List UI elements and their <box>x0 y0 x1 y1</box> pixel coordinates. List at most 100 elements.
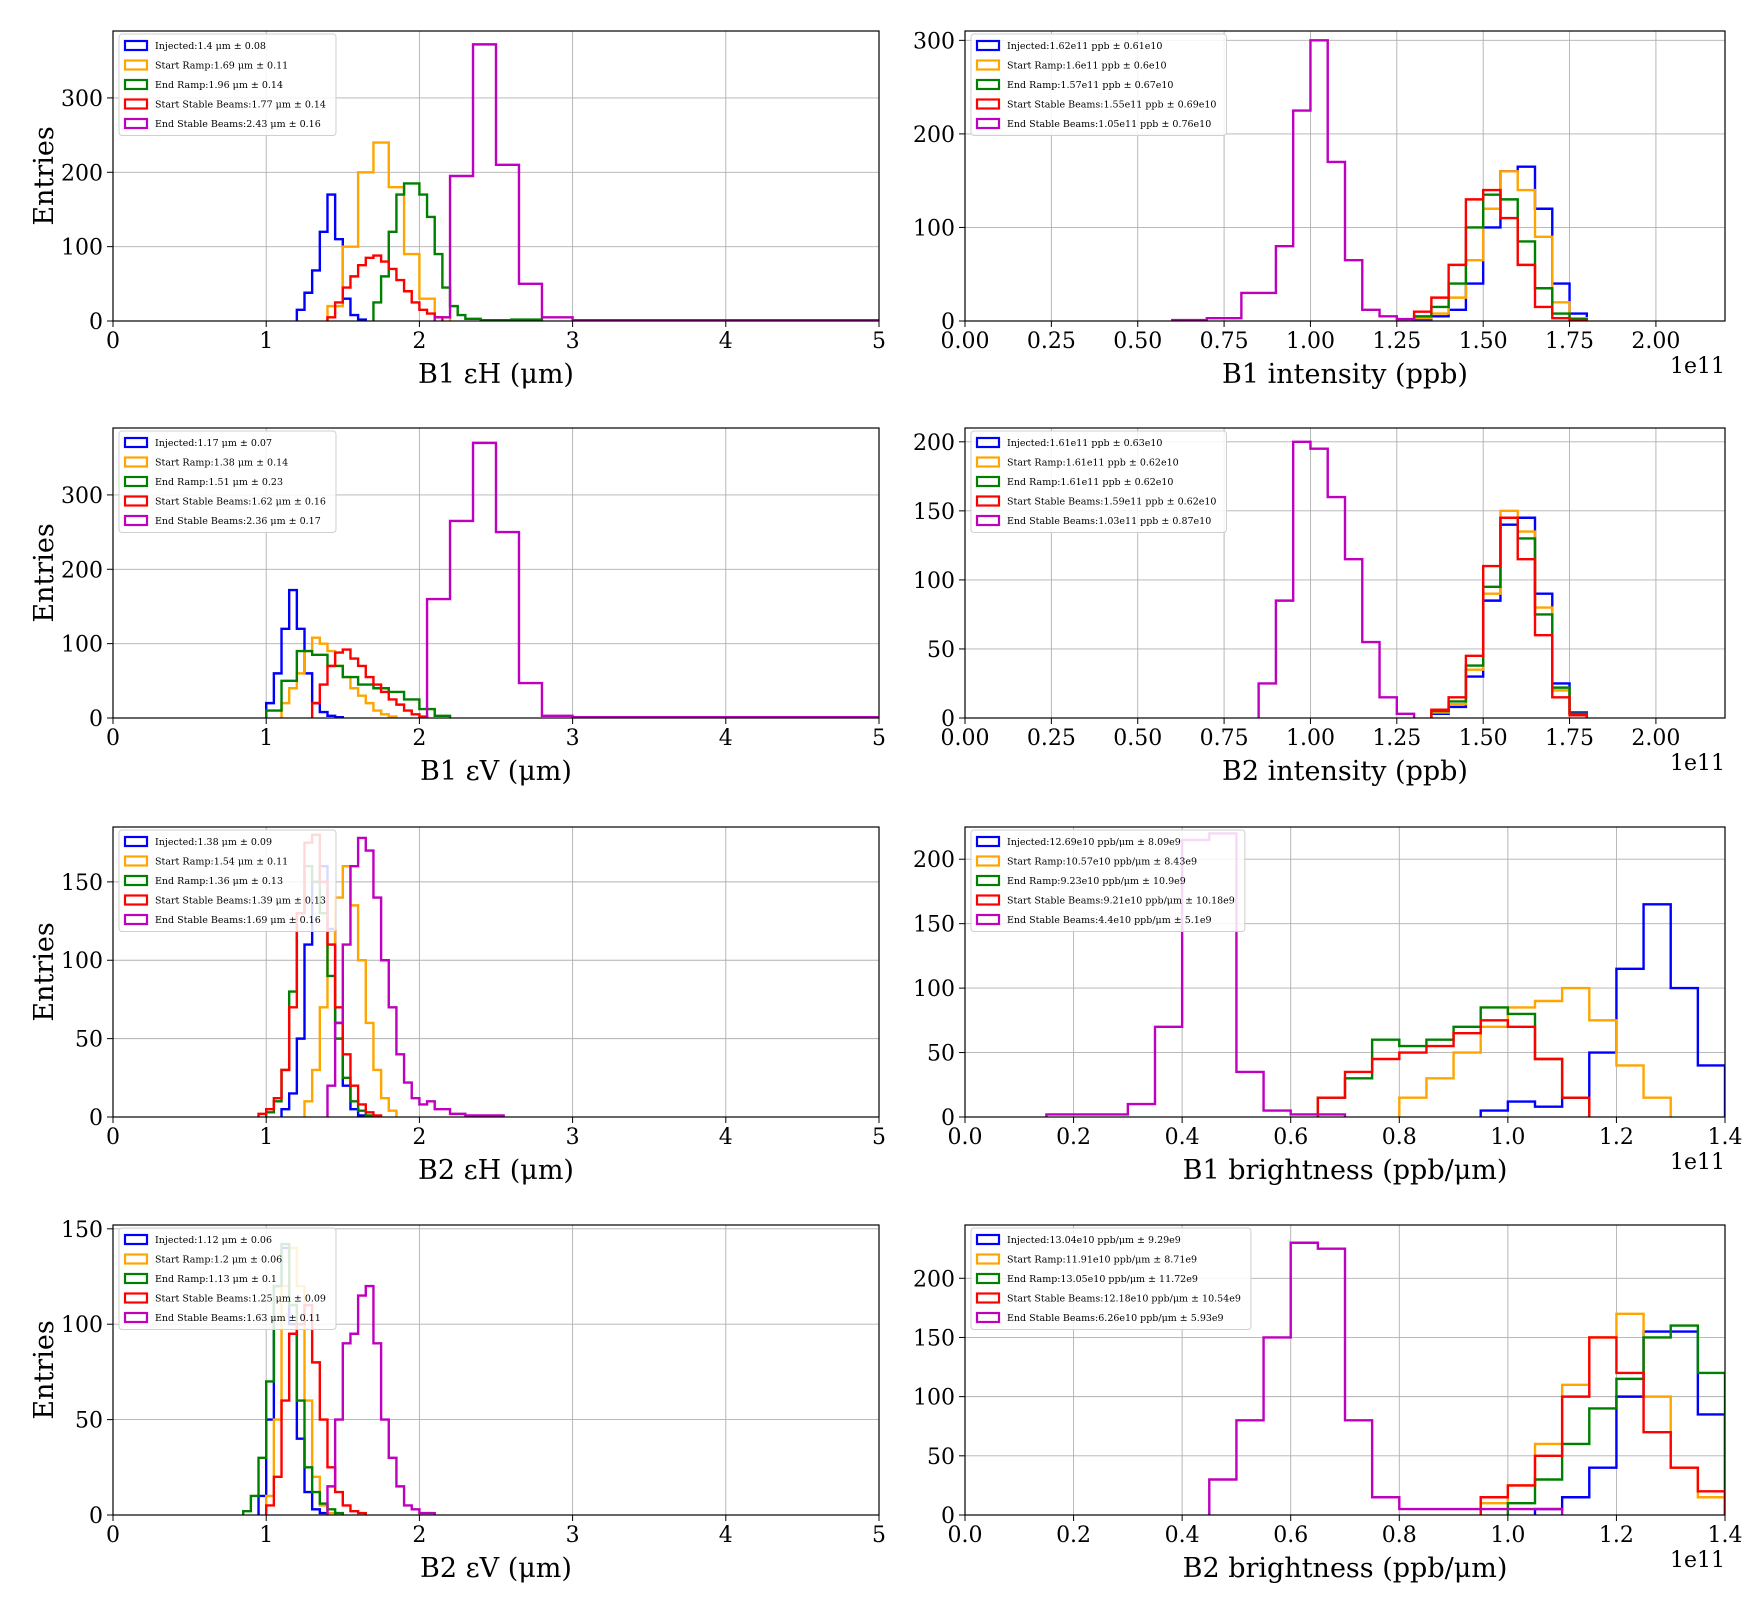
legend-swatch <box>975 1233 1001 1246</box>
hist-start-stable-beams <box>1412 188 1589 321</box>
x-tick-label: 1.00 <box>1286 329 1335 354</box>
legend-entry: End Stable Beams:1.03e11 ppb ± 0.87e10 <box>1007 516 1211 527</box>
x-tick-label: 0.8 <box>1382 1125 1417 1150</box>
legend-entry: Injected:1.61e11 ppb ± 0.63e10 <box>1007 438 1162 449</box>
y-tick-label: 200 <box>913 431 955 456</box>
legend-entry: End Stable Beams:1.05e11 ppb ± 0.76e10 <box>1007 119 1211 130</box>
legend-box <box>970 1227 1252 1330</box>
legend-swatch <box>975 39 1001 52</box>
hist-start-ramp <box>280 636 398 718</box>
legend-swatch <box>975 835 1001 848</box>
axis-offset-label: 1e11 <box>1670 1548 1725 1573</box>
legend: Injected:1.38 μm ± 0.09 Start Ramp:1.54 μ… <box>118 829 337 932</box>
x-tick-label: 2 <box>412 1125 426 1150</box>
legend-entry: Start Ramp:10.57e10 ppb/μm ± 8.43e9 <box>1007 857 1197 868</box>
legend-entry: End Ramp:9.23e10 ppb/μm ± 10.9e9 <box>1007 876 1186 887</box>
chart-panel-3: 0 1 2 3 4 5 0 100 200 300 B1 εV (μm) Entries Injecte… <box>29 427 886 787</box>
y-tick-label: 0 <box>89 707 103 732</box>
y-tick-label: 50 <box>927 1445 955 1470</box>
hist-end-ramp <box>1430 516 1589 718</box>
legend-entry: Start Ramp:1.69 μm ± 0.11 <box>155 61 288 72</box>
axes-frame <box>112 30 880 322</box>
x-tick-label: 1.0 <box>1490 1125 1525 1150</box>
legend-box <box>970 33 1227 136</box>
x-axis-label: B2 εV (μm) <box>420 1553 572 1584</box>
legend-entry: Start Ramp:1.54 μm ± 0.11 <box>155 857 288 868</box>
legend-swatch <box>123 475 149 488</box>
y-axis-label: Entries <box>29 1320 60 1419</box>
legend-swatch <box>123 1233 149 1246</box>
x-tick-label: 0.2 <box>1056 1523 1091 1548</box>
hist-start-ramp <box>1430 509 1589 718</box>
legend-swatch <box>123 913 149 926</box>
x-tick-label: 1.25 <box>1372 726 1421 751</box>
y-tick-label: 100 <box>913 216 955 241</box>
x-tick-label: 0.25 <box>1027 329 1076 354</box>
axes-frame <box>112 1224 880 1516</box>
x-tick-label: 2 <box>412 726 426 751</box>
legend-swatch <box>123 495 149 507</box>
y-tick-label: 300 <box>61 484 103 509</box>
x-tick-label: 4 <box>719 329 733 354</box>
x-tick-label: 1.50 <box>1459 329 1508 354</box>
legend-box <box>970 829 1246 932</box>
y-axis-label: Entries <box>29 922 60 1021</box>
y-tick-label: 150 <box>913 500 955 525</box>
legend-swatch <box>975 78 1001 91</box>
y-tick-label: 200 <box>913 123 955 148</box>
x-tick-label: 0.8 <box>1382 1523 1417 1548</box>
x-axis-label: B1 εV (μm) <box>420 756 572 787</box>
y-tick-label: 0 <box>941 310 955 335</box>
legend-entry: End Stable Beams:1.69 μm ± 0.16 <box>155 915 321 926</box>
legend: Injected:1.62e11 ppb ± 0.61e10 Start Ramp… <box>970 33 1227 136</box>
x-tick-label: 0.6 <box>1273 1125 1308 1150</box>
legend-swatch <box>123 1272 149 1285</box>
x-axis-label: B2 εH (μm) <box>418 1155 574 1186</box>
legend: Injected:1.12 μm ± 0.06 Start Ramp:1.2 μm… <box>118 1227 337 1330</box>
hist-start-stable-beams <box>1316 1019 1591 1117</box>
axes-frame <box>964 30 1726 322</box>
legend-box <box>970 430 1227 533</box>
x-tick-label: 2.00 <box>1631 329 1680 354</box>
x-axis-label: B1 intensity (ppb) <box>1222 359 1468 390</box>
legend-entry: End Ramp:1.61e11 ppb ± 0.62e10 <box>1007 477 1173 488</box>
legend-swatch <box>975 436 1001 449</box>
legend-entry: Start Stable Beams:1.77 μm ± 0.14 <box>155 100 326 111</box>
legend-entry: Start Stable Beams:1.62 μm ± 0.16 <box>155 497 326 508</box>
axes-frame <box>112 427 880 719</box>
legend-entry: Injected:1.17 μm ± 0.07 <box>155 438 272 449</box>
x-tick-label: 0.25 <box>1027 726 1076 751</box>
hist-end-stable-beams <box>1171 39 1416 321</box>
x-tick-label: 5 <box>872 1523 886 1548</box>
x-tick-label: 5 <box>872 329 886 354</box>
hist-injected <box>1479 903 1725 1117</box>
x-axis-label: B1 brightness (ppb/μm) <box>1183 1155 1508 1186</box>
x-tick-label: 0.75 <box>1200 329 1249 354</box>
y-tick-label: 0 <box>941 1106 955 1131</box>
legend-swatch <box>975 855 1001 867</box>
legend-entry: Start Ramp:1.38 μm ± 0.14 <box>155 458 288 469</box>
y-tick-label: 100 <box>913 977 955 1002</box>
legend-swatch <box>975 874 1001 887</box>
x-tick-label: 0.4 <box>1165 1523 1200 1548</box>
x-tick-label: 0.50 <box>1113 726 1162 751</box>
y-tick-label: 150 <box>61 1218 103 1243</box>
legend-swatch <box>975 456 1001 468</box>
hist-end-stable-beams <box>433 43 879 321</box>
legend-entry: Injected:1.12 μm ± 0.06 <box>155 1235 272 1246</box>
legend-box <box>118 33 337 136</box>
chart-panel-6: 0.0 0.2 0.4 0.6 0.8 1.0 1.2 1.4 0 50 100 150 200 B1 b… <box>913 826 1743 1186</box>
legend-entry: End Stable Beams:1.63 μm ± 0.11 <box>155 1313 321 1324</box>
legend-entry: End Ramp:1.13 μm ± 0.1 <box>155 1274 277 1285</box>
x-tick-label: 5 <box>872 726 886 751</box>
x-tick-label: 2 <box>412 329 426 354</box>
y-tick-label: 150 <box>913 1326 955 1351</box>
y-tick-label: 50 <box>75 1409 103 1434</box>
y-tick-label: 200 <box>913 848 955 873</box>
legend-swatch <box>123 78 149 91</box>
x-tick-label: 1.2 <box>1599 1125 1634 1150</box>
x-tick-label: 2.00 <box>1631 726 1680 751</box>
axis-offset-label: 1e11 <box>1670 1150 1725 1175</box>
x-axis-label: B1 εH (μm) <box>418 359 574 390</box>
